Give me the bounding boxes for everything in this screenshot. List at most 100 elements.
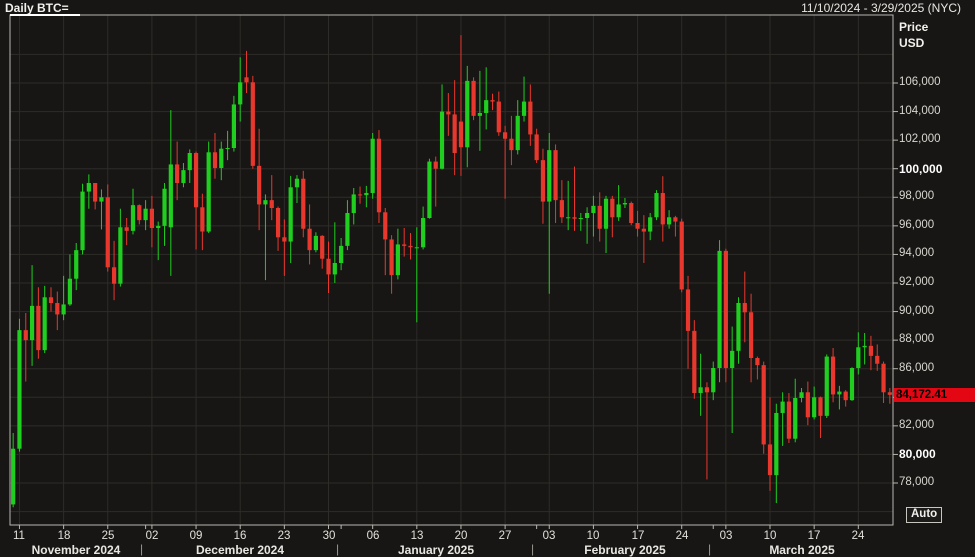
candle-body bbox=[282, 237, 287, 242]
x-tick-label: 10 bbox=[586, 530, 600, 542]
candle-body bbox=[585, 213, 590, 218]
candle-body bbox=[408, 245, 413, 248]
candle-body bbox=[137, 205, 142, 221]
candle-body bbox=[414, 247, 419, 249]
candle-body bbox=[313, 235, 318, 251]
candle-body bbox=[433, 161, 438, 169]
candle-body bbox=[799, 392, 804, 398]
candle-body bbox=[301, 178, 306, 229]
candle-body bbox=[761, 365, 766, 445]
candle-body bbox=[231, 104, 237, 148]
candle-body bbox=[793, 398, 798, 439]
x-tick-label: 10 bbox=[763, 530, 777, 542]
x-tick-label: 20 bbox=[454, 530, 468, 542]
plot-border bbox=[9, 14, 894, 526]
candle-body bbox=[86, 183, 91, 192]
candle-body bbox=[477, 113, 482, 116]
y-tick-label: 100,000 bbox=[899, 162, 943, 176]
month-separator: | bbox=[336, 542, 340, 556]
auto-scale-button[interactable]: Auto bbox=[906, 507, 943, 523]
candle-body bbox=[610, 198, 615, 218]
candle-body bbox=[547, 150, 552, 202]
candle-body bbox=[730, 350, 735, 368]
y-axis-title-usd: USD bbox=[899, 36, 925, 50]
candle-body bbox=[326, 258, 331, 275]
y-tick-label: 80,000 bbox=[899, 447, 936, 461]
x-tick-label: 25 bbox=[101, 530, 115, 542]
y-tick-label: 98,000 bbox=[899, 190, 935, 202]
candle-body bbox=[143, 208, 148, 221]
candle-body bbox=[465, 80, 470, 148]
candle-body bbox=[748, 312, 754, 358]
candle-body bbox=[17, 330, 22, 449]
candle-body bbox=[162, 188, 167, 226]
candle-body bbox=[622, 203, 628, 205]
candle-body bbox=[376, 138, 382, 213]
candle-body bbox=[364, 193, 369, 196]
candle-body bbox=[654, 193, 659, 218]
candle-body bbox=[723, 250, 728, 368]
month-label: November 2024 bbox=[31, 543, 121, 557]
y-tick-label: 82,000 bbox=[899, 419, 935, 431]
candle-body bbox=[446, 111, 451, 115]
candle-body bbox=[288, 187, 293, 242]
candle-body bbox=[458, 121, 464, 148]
month-label: December 2024 bbox=[195, 543, 285, 557]
candle-body bbox=[849, 368, 855, 401]
candle-body bbox=[503, 132, 508, 139]
candle-body bbox=[257, 165, 262, 205]
month-separator: | bbox=[531, 542, 535, 556]
candle-body bbox=[294, 178, 300, 188]
y-tick-label: 86,000 bbox=[899, 362, 935, 374]
candle-body bbox=[521, 101, 527, 116]
candle-body bbox=[767, 444, 773, 476]
candle-body bbox=[238, 82, 243, 105]
y-tick-label: 78,000 bbox=[899, 476, 935, 488]
candle-body bbox=[685, 289, 691, 331]
candle-body bbox=[843, 391, 848, 401]
candle-body bbox=[168, 164, 173, 228]
candle-body bbox=[591, 205, 596, 213]
candle-body bbox=[421, 218, 426, 248]
candle-body bbox=[219, 148, 224, 168]
x-tick-label: 17 bbox=[631, 530, 645, 542]
candle-body bbox=[11, 448, 16, 505]
x-tick-label: 03 bbox=[542, 530, 556, 542]
candle-body bbox=[490, 100, 495, 102]
candle-body bbox=[383, 212, 388, 240]
candle-body bbox=[774, 413, 779, 476]
x-tick-label: 23 bbox=[277, 530, 291, 542]
month-label: March 2025 bbox=[769, 543, 835, 557]
x-tick-label: 03 bbox=[719, 530, 733, 542]
candle-body bbox=[48, 297, 54, 303]
candle-body bbox=[805, 392, 810, 418]
candle-body bbox=[200, 207, 205, 232]
candle-body bbox=[780, 401, 785, 413]
last-price-badge: 84,172.41 bbox=[894, 388, 975, 402]
y-tick-label: 106,000 bbox=[899, 76, 941, 88]
candle-body bbox=[666, 217, 672, 225]
y-tick-label: 88,000 bbox=[899, 333, 935, 345]
candle-body bbox=[389, 239, 394, 276]
x-tick-label: 24 bbox=[675, 530, 689, 542]
month-separator: | bbox=[708, 542, 712, 556]
x-tick-label: 30 bbox=[322, 530, 336, 542]
x-tick-label: 06 bbox=[366, 530, 380, 542]
candle-body bbox=[181, 170, 186, 183]
candle-body bbox=[629, 203, 634, 223]
candle-body bbox=[320, 235, 325, 259]
candle-body bbox=[736, 303, 741, 351]
x-tick-label: 16 bbox=[233, 530, 247, 542]
x-tick-label: 02 bbox=[145, 530, 159, 542]
candle-body bbox=[105, 197, 110, 268]
candle-body bbox=[704, 387, 710, 393]
candle-body bbox=[23, 330, 28, 341]
candle-body bbox=[351, 194, 356, 213]
candle-body bbox=[837, 391, 842, 395]
candle-body bbox=[786, 401, 792, 439]
candle-body bbox=[540, 160, 546, 202]
candle-body bbox=[553, 150, 558, 201]
candle-body bbox=[118, 227, 123, 284]
